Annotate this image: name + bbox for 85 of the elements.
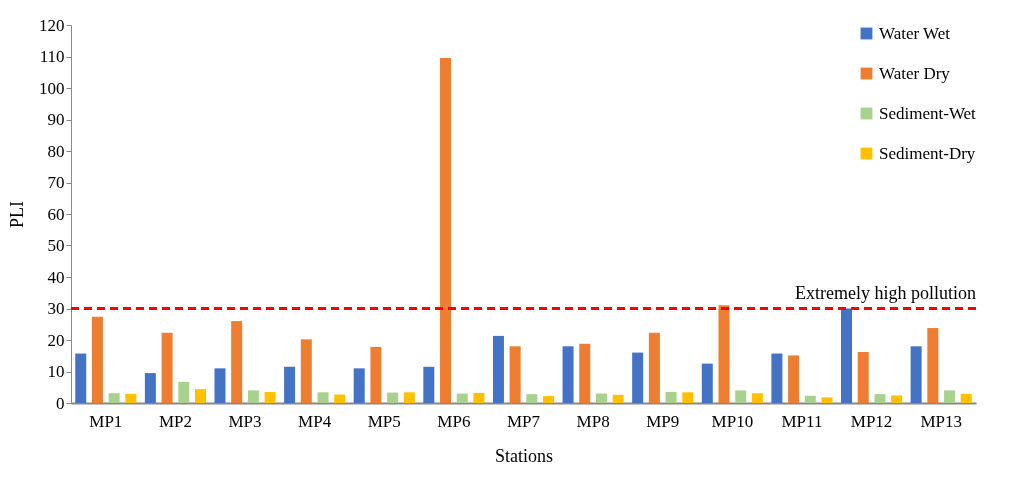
y-tick-label: 10 [47, 362, 65, 381]
x-axis-title: Stations [494, 445, 554, 466]
bar [194, 389, 206, 403]
bar [317, 392, 329, 403]
bar [804, 395, 816, 403]
bar [161, 332, 173, 403]
y-tick-label: 90 [47, 110, 65, 129]
x-tick-label: MP7 [506, 411, 541, 431]
y-tick-label: 40 [47, 267, 65, 287]
bar [944, 390, 956, 403]
x-tick-label: MP11 [781, 411, 823, 431]
x-tick-label: MP1 [89, 411, 123, 431]
bar [300, 339, 312, 403]
bar [701, 363, 713, 403]
legend-label: Water Dry [879, 63, 951, 83]
x-tick-label: MP5 [367, 411, 401, 431]
y-tick-label: 20 [47, 330, 65, 350]
x-tick-label: MP10 [711, 411, 754, 431]
bar [857, 351, 869, 403]
bar [682, 392, 694, 403]
bar [247, 390, 259, 403]
bar [284, 366, 296, 403]
bar [387, 392, 399, 403]
bar [648, 332, 660, 403]
x-tick-label: MP3 [228, 411, 262, 431]
legend-label: Sediment-Dry [879, 143, 976, 163]
bar [108, 393, 120, 403]
bar [751, 393, 763, 403]
bar [612, 394, 624, 403]
bar [334, 394, 346, 403]
bar [75, 353, 87, 403]
bar [91, 316, 103, 403]
bar [353, 368, 365, 403]
bar [891, 395, 903, 403]
bar [771, 353, 783, 403]
bar [788, 355, 800, 403]
bar [910, 346, 922, 403]
y-tick-label: 0 [56, 393, 65, 413]
x-tick-label: MP12 [850, 411, 893, 431]
bar [632, 352, 644, 403]
bar [579, 343, 591, 403]
bar [960, 393, 972, 403]
y-tick-label: 60 [47, 204, 65, 224]
y-tick-label: 80 [47, 141, 65, 161]
bar [509, 346, 521, 403]
bar [927, 328, 939, 403]
bar [456, 393, 468, 403]
bar [125, 393, 137, 403]
x-tick-label: MP6 [437, 411, 471, 431]
ref-line-label: Extremely high pollution [795, 282, 976, 303]
y-tick-label: 100 [39, 78, 65, 98]
bar [562, 346, 574, 403]
bar [144, 373, 156, 403]
bar [214, 368, 226, 403]
bar [403, 392, 415, 403]
y-axis-title: PLI [7, 200, 27, 228]
bar [370, 346, 382, 403]
y-tick-label: 70 [47, 173, 65, 192]
y-tick-label: 30 [47, 299, 65, 318]
y-tick-label: 120 [39, 15, 65, 35]
bar [423, 366, 435, 403]
bar [665, 391, 677, 403]
x-tick-label: MP9 [646, 411, 680, 431]
bar [841, 308, 853, 403]
bar [473, 392, 485, 403]
bar [543, 396, 555, 403]
legend-label: Sediment-Wet [879, 103, 977, 123]
x-tick-label: MP13 [920, 411, 962, 431]
bar [178, 381, 190, 403]
bar [492, 335, 504, 403]
bar [231, 321, 243, 403]
bar [595, 393, 607, 403]
bar [821, 397, 833, 403]
bar [735, 390, 747, 403]
bar [526, 394, 538, 403]
y-tick-label: 110 [39, 47, 65, 66]
x-tick-label: MP2 [158, 411, 192, 431]
x-tick-label: MP8 [576, 411, 610, 431]
y-tick-label: 50 [47, 236, 65, 255]
bar [874, 394, 886, 403]
legend-label: Water Wet [879, 23, 951, 43]
bar [718, 305, 730, 403]
bar [264, 391, 276, 403]
bar [440, 58, 452, 403]
x-tick-label: MP4 [298, 411, 332, 431]
